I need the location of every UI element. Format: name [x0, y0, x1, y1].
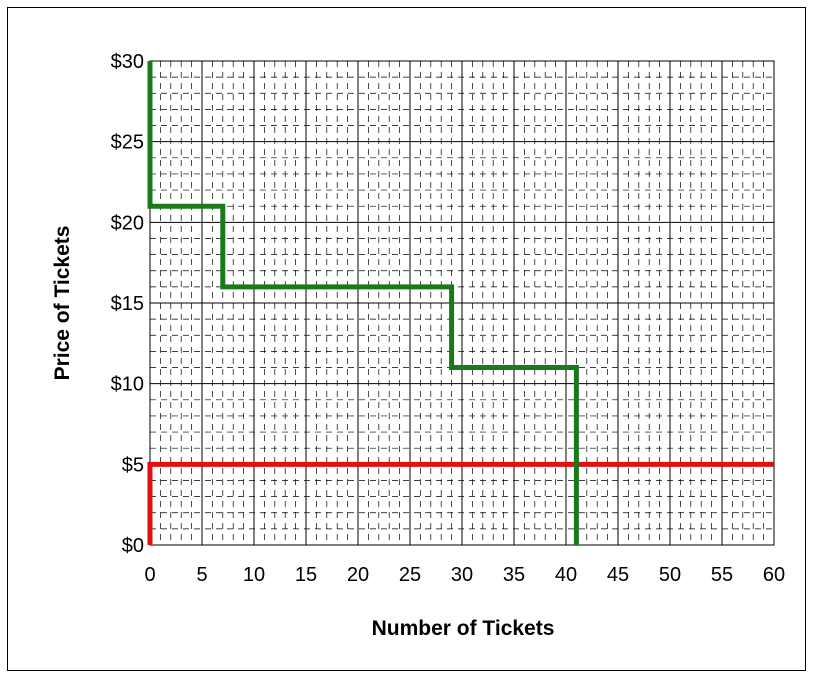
price-floor-line — [147, 461, 774, 545]
x-tick-label: 25 — [399, 564, 421, 586]
y-tick-label: $15 — [111, 293, 144, 315]
y-tick-label: $25 — [111, 132, 144, 154]
x-tick-label: 20 — [347, 564, 369, 586]
x-tick-label: 0 — [144, 564, 155, 586]
y-tick-label: $20 — [111, 212, 144, 234]
x-tick-label: 45 — [607, 564, 629, 586]
x-tick-labels: 0 5 10 15 20 25 30 35 40 45 50 55 60 — [144, 564, 785, 586]
x-tick-label: 60 — [763, 564, 785, 586]
x-tick-label: 55 — [711, 564, 733, 586]
x-tick-label: 50 — [659, 564, 681, 586]
x-tick-label: 15 — [295, 564, 317, 586]
series-layer — [147, 61, 774, 545]
demand-step-line — [147, 61, 579, 545]
chart-frame — [7, 7, 806, 671]
y-tick-label: $0 — [122, 535, 144, 557]
plot-area-border — [149, 60, 775, 546]
y-tick-labels: $0 $5 $10 $15 $20 $25 $30 — [111, 51, 144, 557]
y-axis-title: Price of Tickets — [51, 226, 74, 381]
x-axis-title: Number of Tickets — [372, 617, 555, 640]
y-tick-label: $30 — [111, 51, 144, 73]
y-tick-label: $5 — [122, 454, 144, 476]
x-tick-label: 35 — [503, 564, 525, 586]
x-tick-label: 30 — [451, 564, 473, 586]
y-tick-label: $10 — [111, 374, 144, 396]
x-tick-label: 5 — [196, 564, 207, 586]
x-tick-label: 10 — [243, 564, 265, 586]
x-tick-label: 40 — [555, 564, 577, 586]
